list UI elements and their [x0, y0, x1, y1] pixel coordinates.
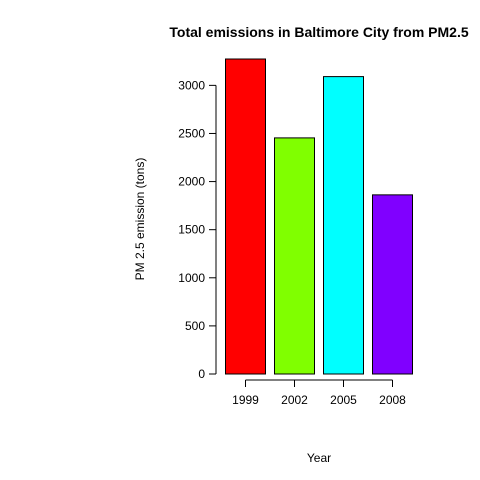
x-tick-label: 2008: [379, 393, 406, 407]
bar-2005: [323, 76, 364, 375]
y-tick-label: 1000: [178, 271, 205, 285]
y-tick-label: 3000: [178, 78, 205, 92]
x-tick-label: 2002: [281, 393, 308, 407]
x-tick-label: 2005: [330, 393, 357, 407]
bars-group: [225, 58, 413, 375]
y-axis: 0 500 1000 1500 2000 2500 3000: [178, 78, 217, 381]
x-axis-label: Year: [307, 451, 331, 465]
y-tick-label: 500: [185, 319, 205, 333]
x-axis: 1999 2002 2005 2008: [232, 379, 406, 407]
bar-2008: [372, 194, 413, 375]
chart-title: Total emissions in Baltimore City from P…: [169, 24, 468, 40]
bar-2002: [274, 137, 315, 375]
y-tick-label: 0: [198, 367, 205, 381]
y-tick-label: 1500: [178, 223, 205, 237]
y-tick-label: 2000: [178, 175, 205, 189]
bar-1999: [225, 58, 266, 375]
y-tick-label: 2500: [178, 126, 205, 140]
y-axis-label: PM 2.5 emission (tons): [133, 158, 147, 281]
x-tick-label: 1999: [232, 393, 259, 407]
